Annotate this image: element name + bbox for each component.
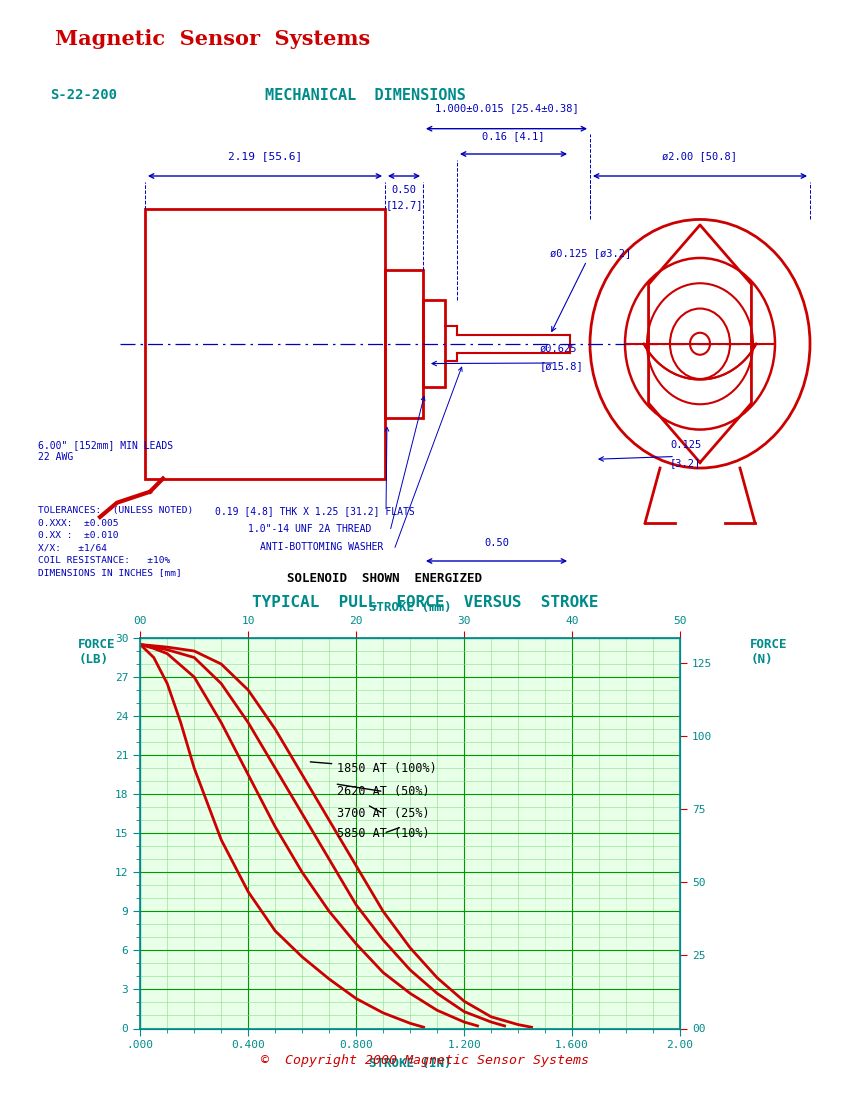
Text: SOLENOID  SHOWN  ENERGIZED: SOLENOID SHOWN ENERGIZED [287, 572, 483, 585]
Text: MECHANICAL  DIMENSIONS: MECHANICAL DIMENSIONS [265, 88, 466, 103]
Bar [385, 270, 423, 418]
Text: Magnetic  Sensor  Systems: Magnetic Sensor Systems [55, 30, 371, 50]
Text: [3.2]: [3.2] [670, 458, 701, 469]
Text: 1.0"-14 UNF 2A THREAD: 1.0"-14 UNF 2A THREAD [248, 524, 371, 534]
Text: TOLERANCES:  (UNLESS NOTED)
0.XXX:  ±0.005
0.XX :  ±0.010
X/X:   ±1/64
COIL RESI: TOLERANCES: (UNLESS NOTED) 0.XXX: ±0.005… [38, 506, 193, 578]
Bar [145, 209, 385, 478]
X-axis label: STROKE (IN): STROKE (IN) [369, 1057, 451, 1070]
Bar [423, 300, 445, 387]
Text: 6.00" [152mm] MIN LEADS
22 AWG: 6.00" [152mm] MIN LEADS 22 AWG [38, 440, 173, 462]
Text: 0.50: 0.50 [484, 538, 509, 548]
Text: [ø15.8]: [ø15.8] [540, 361, 584, 372]
Text: 2.19 [55.6]: 2.19 [55.6] [228, 151, 302, 161]
Text: ø0.625: ø0.625 [540, 343, 577, 354]
Text: 2620 AT (50%): 2620 AT (50%) [337, 784, 430, 799]
Text: 0.125: 0.125 [670, 440, 701, 451]
Text: 3700 AT (25%): 3700 AT (25%) [337, 806, 430, 821]
Text: [12.7]: [12.7] [385, 200, 422, 210]
X-axis label: STROKE (mm): STROKE (mm) [369, 601, 451, 614]
Text: S-22-200: S-22-200 [50, 88, 117, 102]
Text: 1850 AT (100%): 1850 AT (100%) [310, 761, 437, 774]
Text: 0.50: 0.50 [392, 185, 416, 195]
Text: 5850 AT (10%): 5850 AT (10%) [337, 827, 430, 839]
Text: FORCE
(N): FORCE (N) [751, 638, 788, 666]
Text: 0.16 [4.1]: 0.16 [4.1] [482, 131, 545, 141]
Text: ø0.125 [ø3.2]: ø0.125 [ø3.2] [550, 248, 632, 331]
Text: ©  Copyright 2000 Magnetic Sensor Systems: © Copyright 2000 Magnetic Sensor Systems [261, 1054, 589, 1067]
Text: TYPICAL  PULL  FORCE  VERSUS  STROKE: TYPICAL PULL FORCE VERSUS STROKE [252, 595, 598, 609]
Text: 0.19 [4.8] THK X 1.25 [31.2] FLATS: 0.19 [4.8] THK X 1.25 [31.2] FLATS [215, 506, 415, 516]
Text: FORCE
(LB): FORCE (LB) [78, 638, 116, 666]
Text: 1.000±0.015 [25.4±0.38]: 1.000±0.015 [25.4±0.38] [434, 103, 578, 113]
Text: ANTI-BOTTOMING WASHER: ANTI-BOTTOMING WASHER [260, 542, 383, 552]
Text: ø2.00 [50.8]: ø2.00 [50.8] [662, 151, 738, 161]
